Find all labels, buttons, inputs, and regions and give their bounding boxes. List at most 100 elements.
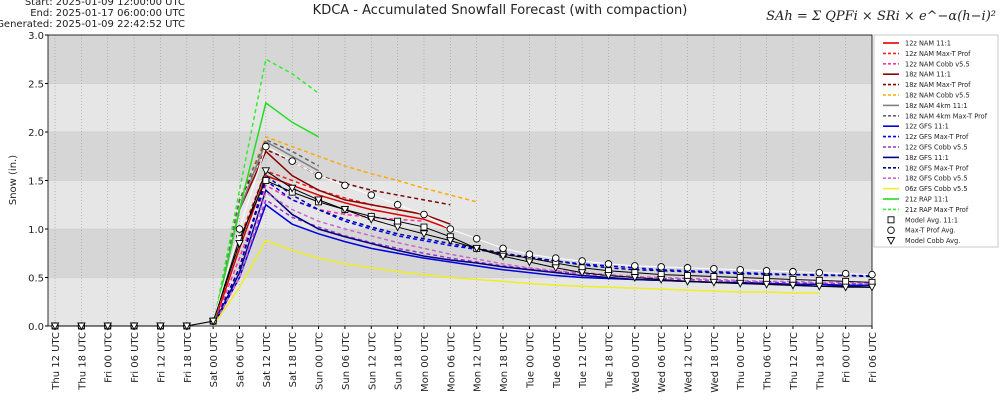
plot-band xyxy=(48,277,872,326)
marker-triangle xyxy=(103,322,112,331)
x-tick-label: Sat 18 UTC xyxy=(288,332,299,387)
marker-circle xyxy=(657,263,665,271)
legend-label: 18z GFS 11:1 xyxy=(905,154,949,162)
marker-circle xyxy=(789,267,797,276)
marker-circle xyxy=(841,269,850,278)
x-tick-label: Mon 00 UTC xyxy=(420,332,431,392)
legend-label: 12z NAM 11:1 xyxy=(905,40,951,48)
x-tick-label: Tue 18 UTC xyxy=(604,332,615,389)
marker-triangle xyxy=(815,282,824,291)
marker-square xyxy=(763,275,771,282)
marker-triangle xyxy=(314,196,323,205)
marker-triangle xyxy=(287,184,297,193)
x-tick-label: Fri 18 UTC xyxy=(183,332,194,383)
x-tick-label: Sun 00 UTC xyxy=(315,332,326,390)
x-tick-label: Thu 12 UTC xyxy=(789,332,800,391)
y-tick-label: 1.5 xyxy=(28,177,44,188)
x-tick-label: Mon 06 UTC xyxy=(446,332,457,392)
marker-triangle xyxy=(208,317,218,326)
marker-triangle xyxy=(630,274,640,282)
series-line xyxy=(212,58,320,327)
marker-triangle xyxy=(841,283,850,292)
marker-square xyxy=(815,276,823,284)
x-tick-label: Mon 12 UTC xyxy=(473,332,484,392)
x-tick-label: Tue 06 UTC xyxy=(552,332,563,389)
legend-label: 21z RAP 11:1 xyxy=(905,196,949,204)
header-end: End: 2025-01-17 06:00:00 UTC xyxy=(30,8,185,19)
marker-square xyxy=(789,275,797,283)
marker-square xyxy=(887,216,895,224)
legend-label: 18z GFS Max-T Prof xyxy=(905,164,969,172)
marker-circle xyxy=(393,200,402,209)
legend-label: 12z NAM Max-T Prof xyxy=(905,50,971,58)
x-tick-label: Wed 00 UTC xyxy=(631,332,642,393)
header-generated: Generated: 2025-01-09 22:42:52 UTC xyxy=(0,19,185,30)
y-tick-label: 1.0 xyxy=(28,225,44,236)
formula: SAh = Σ QPFi × SRi × e^−α(h−i)² xyxy=(766,9,996,24)
marker-triangle xyxy=(656,275,666,284)
marker-square xyxy=(736,274,744,281)
plot-band xyxy=(48,180,872,229)
marker-triangle xyxy=(446,237,455,246)
x-tick-label: Wed 12 UTC xyxy=(684,332,695,393)
marker-triangle xyxy=(393,223,402,232)
y-axis-label: Snow (in.) xyxy=(8,155,19,205)
legend-label: 18z NAM 4km 11:1 xyxy=(905,102,968,110)
series-line xyxy=(212,135,477,327)
marker-triangle xyxy=(683,277,692,286)
marker-circle xyxy=(288,157,296,165)
marker-triangle xyxy=(525,258,534,267)
plot-band xyxy=(48,132,872,181)
legend-label: 18z NAM 11:1 xyxy=(905,71,951,79)
x-tick-label: Sun 06 UTC xyxy=(341,332,352,390)
marker-circle xyxy=(868,270,876,279)
marker-triangle xyxy=(156,322,165,331)
marker-circle xyxy=(578,257,586,265)
marker-triangle xyxy=(498,252,508,261)
marker-circle xyxy=(815,268,824,277)
x-tick-label: Fri 06 UTC xyxy=(868,332,879,383)
marker-circle xyxy=(499,244,507,253)
legend-label: Model Cobb Avg. xyxy=(905,237,960,245)
series-line xyxy=(212,174,873,327)
marker-triangle xyxy=(867,283,877,292)
x-tick-label: Sat 12 UTC xyxy=(262,332,273,387)
legend-label: 12z GFS 11:1 xyxy=(905,123,949,131)
marker-triangle xyxy=(604,272,613,281)
x-tick-label: Thu 18 UTC xyxy=(77,332,88,391)
marker-triangle xyxy=(762,280,771,289)
series-line xyxy=(212,150,451,327)
x-tick-label: Thu 12 UTC xyxy=(51,332,62,391)
marker-square xyxy=(684,272,691,280)
marker-triangle xyxy=(419,230,429,239)
legend-label: 06z GFS Cobb v5.5 xyxy=(905,185,968,193)
marker-circle xyxy=(736,265,744,274)
x-tick-label: Tue 00 UTC xyxy=(525,332,536,389)
y-tick-label: 3.0 xyxy=(28,31,44,42)
series-line xyxy=(212,198,873,327)
marker-circle xyxy=(262,142,270,151)
series-line xyxy=(212,203,872,327)
marker-circle xyxy=(710,265,718,273)
x-tick-label: Wed 06 UTC xyxy=(657,332,668,393)
marker-triangle xyxy=(50,322,60,331)
y-tick-label: 0.5 xyxy=(28,274,44,285)
marker-circle xyxy=(472,234,481,243)
x-tick-label: Mon 18 UTC xyxy=(499,332,510,392)
marker-circle xyxy=(420,210,428,219)
marker-circle xyxy=(887,226,895,234)
plot-band xyxy=(48,83,872,132)
y-tick-label: 2.5 xyxy=(28,80,44,91)
x-tick-label: Tue 12 UTC xyxy=(578,332,589,389)
y-tick-label: 2.0 xyxy=(28,128,44,139)
marker-triangle xyxy=(367,215,376,224)
x-tick-label: Thu 18 UTC xyxy=(815,332,826,391)
marker-triangle xyxy=(577,269,587,278)
marker-circle xyxy=(525,250,534,258)
legend-box xyxy=(873,34,999,248)
marker-triangle xyxy=(129,322,139,331)
marker-circle xyxy=(683,264,692,272)
legend-label: Max-T Prof Avg. xyxy=(905,227,956,235)
marker-square xyxy=(710,273,718,280)
